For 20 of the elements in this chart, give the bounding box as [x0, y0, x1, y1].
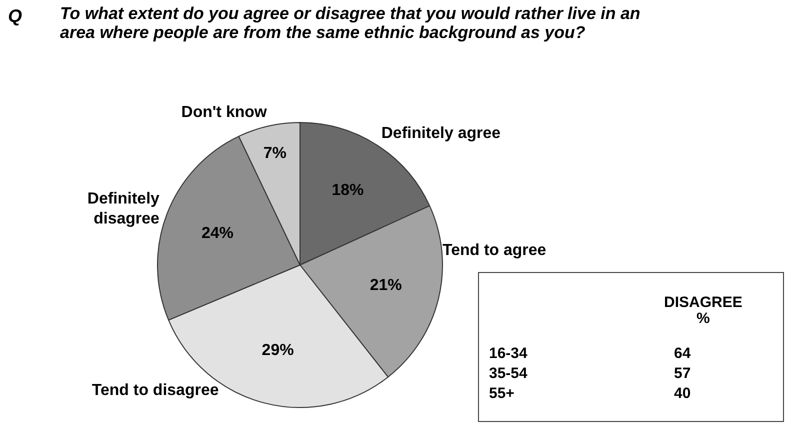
- slice-label: Tend to disagree: [92, 382, 219, 399]
- category-label: 16-34: [489, 345, 528, 362]
- text: %: [696, 310, 710, 327]
- data-label: 7%: [263, 145, 286, 162]
- slice-label: Definitely agree: [381, 124, 501, 142]
- slice-label: Don't know: [181, 104, 268, 121]
- slice-label: Definitely disagree: [87, 190, 160, 228]
- data-label: 18%: [332, 182, 364, 200]
- slice-label: Tend to agree: [442, 242, 546, 259]
- data-label: 40: [674, 385, 691, 402]
- text: Q: [8, 6, 22, 27]
- data-label: 21%: [370, 277, 402, 294]
- category-label: 55+: [489, 385, 514, 402]
- data-label: 24%: [201, 224, 234, 242]
- category-label: 35-54: [489, 365, 528, 382]
- data-label: 57: [674, 365, 691, 382]
- data-label: 29%: [262, 342, 294, 359]
- chart-title: To what extent do you agree or disagree that you would rather live in an area where people are from the same ethnic background as you?: [60, 4, 642, 42]
- data-label: 64: [674, 345, 691, 362]
- text: DISAGREE: [664, 294, 742, 311]
